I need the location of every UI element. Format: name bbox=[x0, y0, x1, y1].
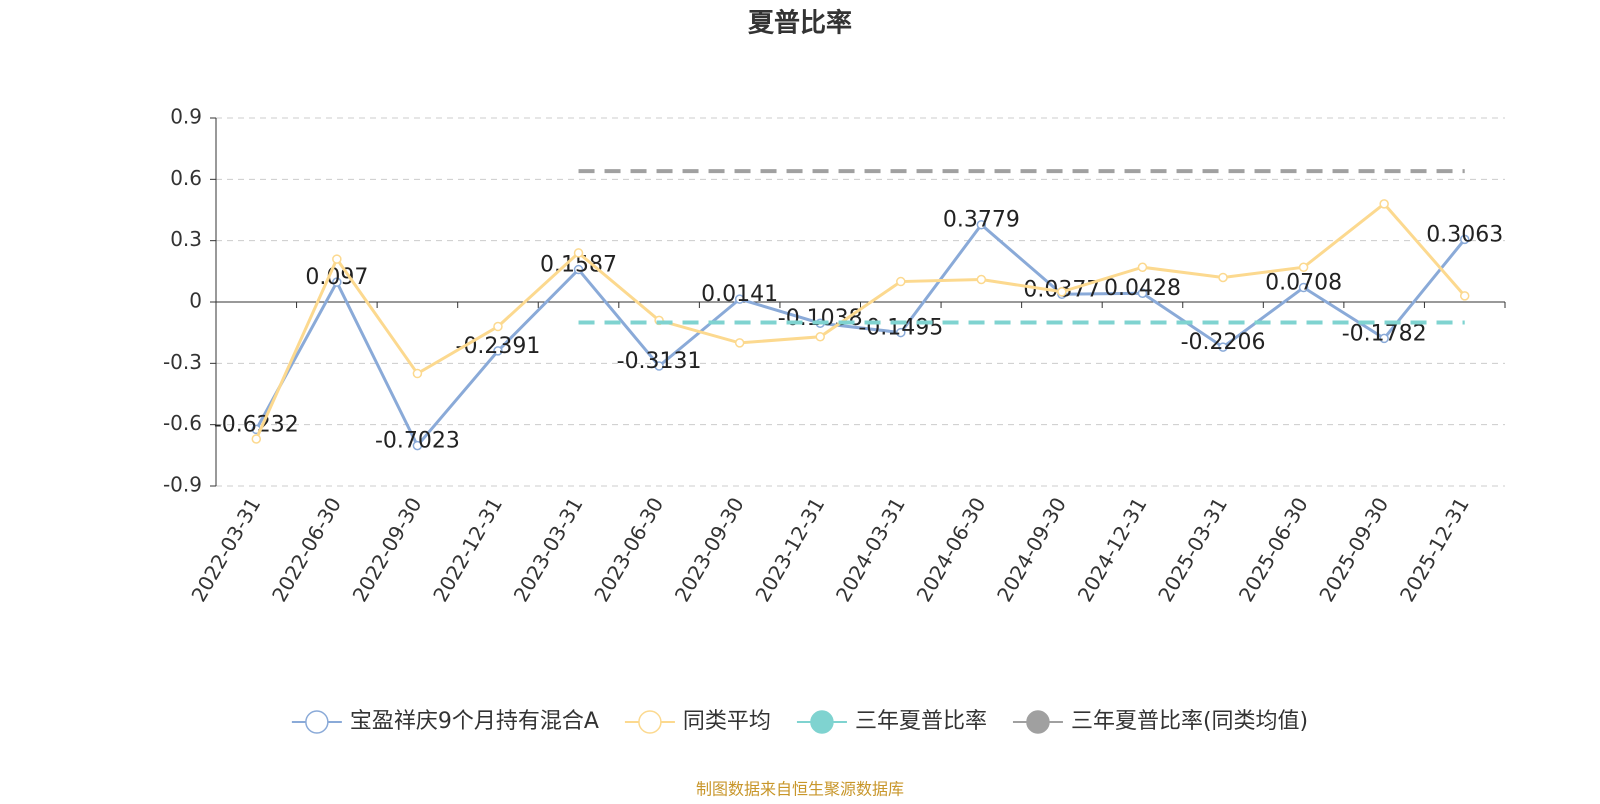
data-point bbox=[1379, 333, 1389, 344]
data-label: -0.2206 bbox=[1181, 330, 1266, 355]
x-tick-label: 2024-09-30 bbox=[992, 493, 1071, 606]
data-label: 0.0428 bbox=[1104, 276, 1181, 301]
y-tick-label: -0.3 bbox=[163, 350, 202, 374]
series-line bbox=[254, 201, 1466, 440]
x-tick-label: 2025-12-31 bbox=[1395, 493, 1474, 606]
data-label: 0.3779 bbox=[943, 208, 1020, 233]
chart-title: 夏普比率 bbox=[748, 8, 852, 39]
data-point bbox=[493, 321, 503, 332]
data-point bbox=[573, 264, 584, 275]
data-label: 0.097 bbox=[305, 265, 368, 290]
data-point bbox=[734, 294, 745, 304]
data-label: -0.6232 bbox=[214, 412, 299, 437]
x-tick-label: 2022-09-30 bbox=[348, 493, 427, 606]
data-label: -0.1495 bbox=[858, 316, 943, 341]
data-point bbox=[976, 219, 987, 230]
x-tick-label: 2022-12-31 bbox=[428, 493, 507, 606]
x-tick-label: 2024-03-31 bbox=[831, 493, 910, 606]
data-label: 0.0708 bbox=[1265, 271, 1342, 296]
data-point bbox=[1218, 342, 1228, 352]
legend-label: 宝盈祥庆9个月持有混合A bbox=[350, 709, 599, 734]
x-tick-label: 2022-03-31 bbox=[186, 493, 265, 606]
data-label: -0.1782 bbox=[1342, 321, 1427, 346]
data-point bbox=[1298, 262, 1309, 272]
y-tick-label: 0.6 bbox=[170, 166, 202, 190]
data-point bbox=[412, 440, 423, 451]
legend-label: 三年夏普比率 bbox=[855, 709, 987, 734]
x-tick-label: 2024-12-31 bbox=[1073, 493, 1152, 606]
data-point bbox=[332, 254, 342, 264]
data-point bbox=[1137, 262, 1148, 272]
series-line bbox=[254, 222, 1466, 449]
data-label: -0.3131 bbox=[617, 349, 702, 374]
y-tick-label: 0.3 bbox=[170, 227, 202, 251]
y-tick-label: -0.6 bbox=[163, 411, 202, 435]
x-tick-label: 2023-03-31 bbox=[509, 493, 588, 606]
data-point bbox=[1057, 287, 1067, 297]
data-point bbox=[1459, 291, 1470, 301]
data-point bbox=[1218, 272, 1228, 283]
data-point bbox=[412, 368, 423, 379]
y-tick-label: -0.9 bbox=[163, 473, 202, 497]
y-tick-label: 0 bbox=[189, 289, 202, 313]
data-point bbox=[654, 361, 664, 371]
legend-symbol bbox=[1026, 710, 1050, 734]
data-label: -0.2391 bbox=[456, 334, 541, 359]
data-point bbox=[573, 248, 584, 258]
source-note: 制图数据来自恒生聚源数据库 bbox=[696, 780, 904, 799]
legend-label: 三年夏普比率(同类均值) bbox=[1071, 709, 1308, 734]
data-point bbox=[1459, 234, 1470, 245]
legend: 宝盈祥庆9个月持有混合A 同类平均 三年夏普比率 三年夏普比率(同类均值) bbox=[291, 709, 1308, 734]
data-point bbox=[251, 434, 262, 444]
data-point bbox=[896, 276, 906, 287]
data-point bbox=[815, 332, 825, 342]
x-tick-label: 2024-06-30 bbox=[912, 493, 991, 606]
x-tick-label: 2025-09-30 bbox=[1314, 493, 1393, 606]
data-point bbox=[976, 274, 987, 285]
y-tick-label: 0.9 bbox=[170, 105, 202, 129]
x-tick-label: 2025-06-30 bbox=[1234, 493, 1313, 606]
data-point bbox=[332, 277, 342, 287]
data-point bbox=[1298, 282, 1309, 293]
data-label: 0.3063 bbox=[1426, 222, 1503, 247]
legend-label: 同类平均 bbox=[683, 709, 771, 734]
data-point bbox=[1137, 288, 1148, 298]
x-tick-label: 2022-06-30 bbox=[267, 493, 346, 606]
data-label: -0.7023 bbox=[375, 429, 460, 454]
data-label: -0.1038 bbox=[778, 306, 863, 331]
legend-symbol bbox=[638, 710, 662, 734]
data-point bbox=[1379, 199, 1389, 209]
data-point bbox=[896, 327, 906, 338]
data-point bbox=[493, 346, 503, 356]
data-point bbox=[734, 338, 745, 348]
legend-symbol bbox=[305, 710, 329, 734]
x-tick-label: 2023-06-30 bbox=[589, 493, 668, 606]
legend-symbol bbox=[810, 710, 834, 734]
data-label: 0.0141 bbox=[701, 282, 778, 307]
x-tick-label: 2023-09-30 bbox=[670, 493, 749, 606]
x-tick-label: 2025-03-31 bbox=[1153, 493, 1232, 606]
x-tick-label: 2023-12-31 bbox=[750, 493, 829, 606]
